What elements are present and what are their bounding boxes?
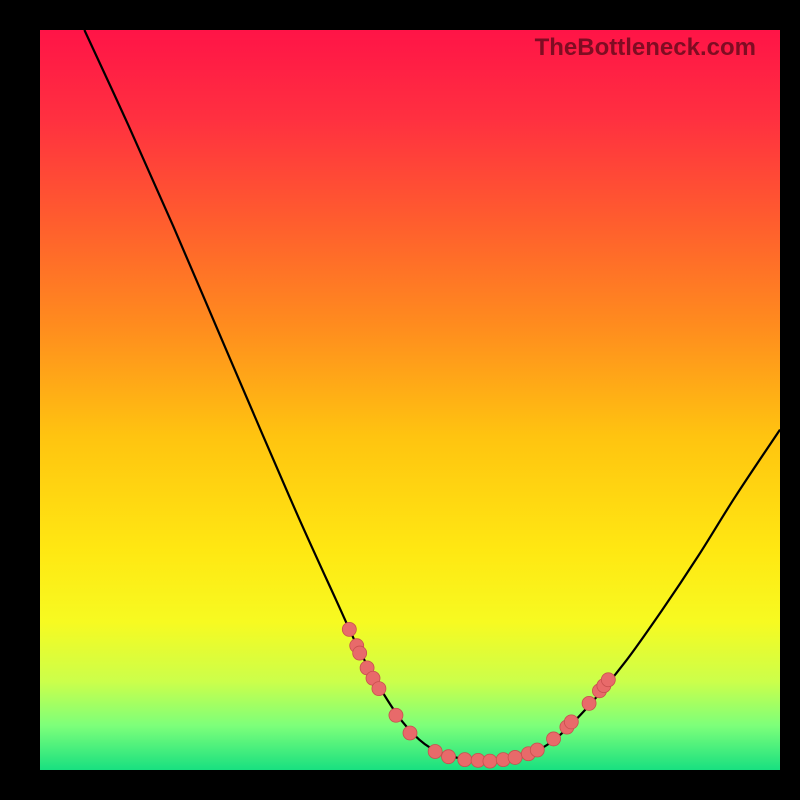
data-marker [458,753,472,767]
chart-container: TheBottleneck.com [0,0,800,800]
data-marker [508,750,522,764]
data-marker [403,726,417,740]
data-marker [441,750,455,764]
data-marker [372,682,386,696]
data-marker [582,696,596,710]
plot-area: TheBottleneck.com [40,30,780,770]
data-marker [353,646,367,660]
bottleneck-curve [84,30,780,761]
data-marker [530,743,544,757]
data-marker [428,745,442,759]
data-marker [483,754,497,768]
data-marker [547,732,561,746]
data-marker [389,708,403,722]
data-marker [601,673,615,687]
chart-overlay [40,30,780,770]
data-marker [564,715,578,729]
data-marker [342,622,356,636]
